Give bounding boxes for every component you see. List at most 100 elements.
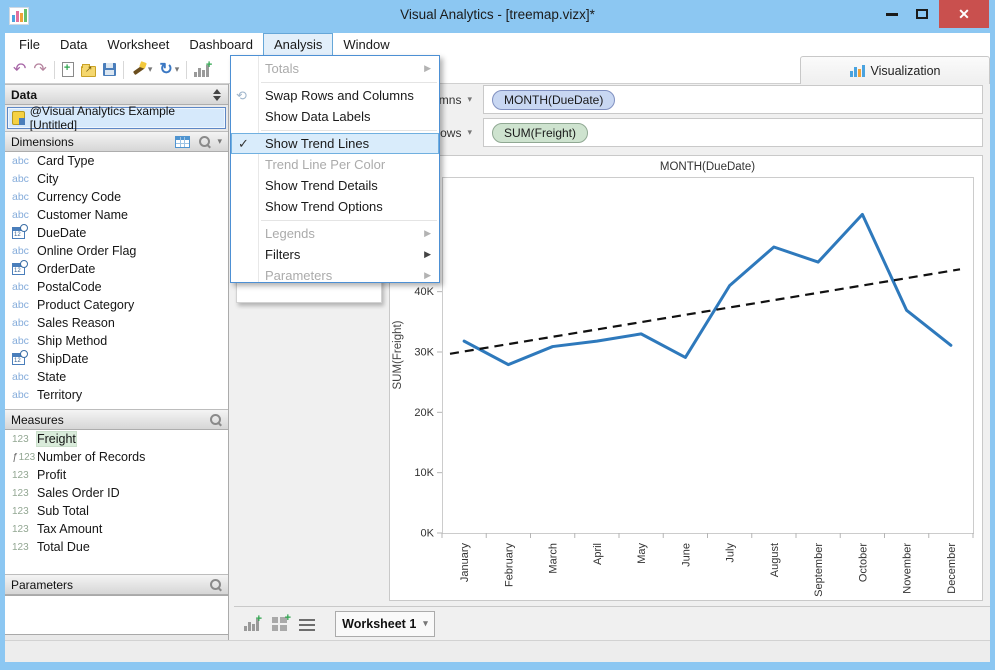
redo-icon[interactable]: ↷ (33, 60, 47, 78)
measure-sales-order-id[interactable]: 123 Sales Order ID (5, 484, 228, 502)
worksheet-tab-caret-icon[interactable]: ▾ (423, 618, 428, 628)
refresh-button[interactable]: ↻ ▾ (159, 60, 180, 78)
columns-shelf[interactable]: MONTH(DueDate) (483, 85, 983, 114)
dimension-card-type[interactable]: abc Card Type (5, 152, 228, 170)
columns-shelf-caret-icon[interactable]: ▾ (467, 94, 472, 104)
window-title: Visual Analytics - [treemap.vizx]* (400, 7, 595, 22)
date-field-icon (12, 224, 28, 239)
analysis-menu-popup: Totals ▶ ⟲ Swap Rows and Columns Show Data L… (230, 55, 440, 283)
menu-item-show-data-labels[interactable]: Show Data Labels (231, 106, 439, 127)
undo-icon[interactable]: ↶ (13, 60, 27, 78)
menu-window[interactable]: Window (343, 37, 390, 52)
dimensions-panel-header[interactable]: Dimensions ▾ (5, 131, 228, 152)
checkmark-icon: ✓ (238, 135, 249, 151)
measures-panel-header[interactable]: Measures (5, 409, 228, 430)
dimension-orderdate[interactable]: OrderDate (5, 260, 228, 278)
rows-shelf[interactable]: SUM(Freight) (483, 118, 983, 147)
tab-visualization[interactable]: Visualization (800, 56, 990, 84)
y-axis-label: SUM(Freight) (392, 320, 404, 389)
worksheet-tab-label: Worksheet 1 (342, 616, 417, 631)
measure-profit[interactable]: 123 Profit (5, 466, 228, 484)
measures-search-icon[interactable] (209, 413, 222, 426)
measure-number-of-records[interactable]: ƒ123 Number of Records (5, 448, 228, 466)
dimension-currency-code[interactable]: abc Currency Code (5, 188, 228, 206)
dimension-duedate[interactable]: DueDate (5, 224, 228, 242)
dimension-label: Card Type (37, 154, 95, 168)
measure-label: Number of Records (37, 450, 146, 464)
dimension-online-order-flag[interactable]: abc Online Order Flag (5, 242, 228, 260)
dimension-ship-method[interactable]: abc Ship Method (5, 332, 228, 350)
number-field-icon: 123 (12, 433, 29, 445)
dimension-sales-reason[interactable]: abc Sales Reason (5, 314, 228, 332)
dimensions-title: Dimensions (11, 134, 74, 149)
measure-freight[interactable]: 123 Freight (5, 430, 228, 448)
add-worksheet-icon[interactable]: + (244, 613, 262, 631)
text-field-icon: abc (12, 245, 29, 257)
collapse-expand-icon[interactable] (213, 88, 222, 101)
menu-item-show-trend-details[interactable]: Show Trend Details (231, 175, 439, 196)
menu-file[interactable]: File (19, 37, 40, 52)
x-tick-label: April (592, 543, 604, 565)
dimension-label: State (37, 370, 67, 384)
parameters-search-icon[interactable] (209, 578, 222, 591)
menu-data[interactable]: Data (59, 37, 88, 52)
dimension-city[interactable]: abc City (5, 170, 228, 188)
menu-item-swap-rows-and-columns[interactable]: ⟲ Swap Rows and Columns (231, 85, 439, 106)
menu-analysis[interactable]: Analysis (262, 33, 334, 56)
rows-pill[interactable]: SUM(Freight) (492, 122, 589, 143)
rows-shelf-caret-icon[interactable]: ▾ (467, 127, 472, 137)
maximize-button[interactable] (907, 0, 937, 28)
measure-label: Total Due (37, 540, 90, 554)
menu-item-totals: Totals ▶ (231, 58, 439, 79)
table-view-icon[interactable] (175, 135, 191, 148)
data-source-item[interactable]: @Visual Analytics Example [Untitled] (7, 104, 226, 132)
app-logo-icon (9, 7, 29, 25)
dimension-postalcode[interactable]: abc PostalCode (5, 278, 228, 296)
chart-panel[interactable]: MONTH(DueDate) SUM(Freight) 0K 10K 20K 30K 40K… (389, 155, 983, 601)
menu-item-filters[interactable]: Filters ▶ (231, 244, 439, 265)
dimensions-menu-caret-icon[interactable]: ▾ (217, 136, 222, 146)
dimension-state[interactable]: abc State (5, 368, 228, 386)
text-field-icon: abc (12, 335, 29, 347)
add-visualization-icon[interactable]: + (194, 59, 212, 77)
number-field-icon: ƒ123 (12, 451, 36, 463)
dimension-product-category[interactable]: abc Product Category (5, 296, 228, 314)
columns-pill[interactable]: MONTH(DueDate) (492, 89, 616, 110)
add-dashboard-icon[interactable]: + (272, 612, 291, 631)
dimensions-search-icon[interactable] (198, 135, 211, 148)
data-line (462, 212, 953, 367)
minimize-button[interactable] (877, 0, 907, 28)
tab-worksheet-1[interactable]: Worksheet 1 ▾ (335, 610, 435, 637)
measure-label: Profit (37, 468, 67, 482)
dimension-customer-name[interactable]: abc Customer Name (5, 206, 228, 224)
visualization-icon (849, 64, 865, 77)
measures-title: Measures (11, 412, 64, 427)
dimension-shipdate[interactable]: ShipDate (5, 350, 228, 368)
magic-wand-button[interactable]: ▾ (131, 62, 153, 77)
new-file-icon[interactable] (61, 62, 74, 77)
x-tick-label: May (636, 543, 648, 564)
menu-dashboard[interactable]: Dashboard (189, 37, 253, 52)
menu-item-label: Parameters (265, 268, 333, 283)
menu-item-show-trend-lines[interactable]: ✓ Show Trend Lines (231, 133, 439, 154)
save-icon[interactable] (102, 63, 116, 76)
data-panel-header[interactable]: Data (5, 84, 228, 105)
close-button[interactable]: ✕ (939, 0, 989, 28)
dimension-territory[interactable]: abc Territory (5, 386, 228, 404)
parameters-panel-header[interactable]: Parameters (5, 574, 228, 595)
open-folder-icon[interactable] (80, 63, 96, 77)
menu-item-show-trend-options[interactable]: Show Trend Options (231, 196, 439, 217)
measure-sub-total[interactable]: 123 Sub Total (5, 502, 228, 520)
trend-line (449, 268, 961, 355)
x-tick-label: January (459, 543, 471, 583)
measure-total-due[interactable]: 123 Total Due (5, 538, 228, 556)
menu-worksheet[interactable]: Worksheet (107, 37, 170, 52)
titlebar: Visual Analytics - [treemap.vizx]* ✕ (5, 0, 990, 33)
submenu-arrow-icon: ▶ (424, 249, 431, 259)
plot-border (442, 177, 974, 534)
measure-tax-amount[interactable]: 123 Tax Amount (5, 520, 228, 538)
x-tick-label: March (548, 543, 560, 574)
dimension-label: City (37, 172, 59, 186)
worksheet-list-icon[interactable] (299, 618, 315, 631)
measure-label: Tax Amount (37, 522, 103, 536)
